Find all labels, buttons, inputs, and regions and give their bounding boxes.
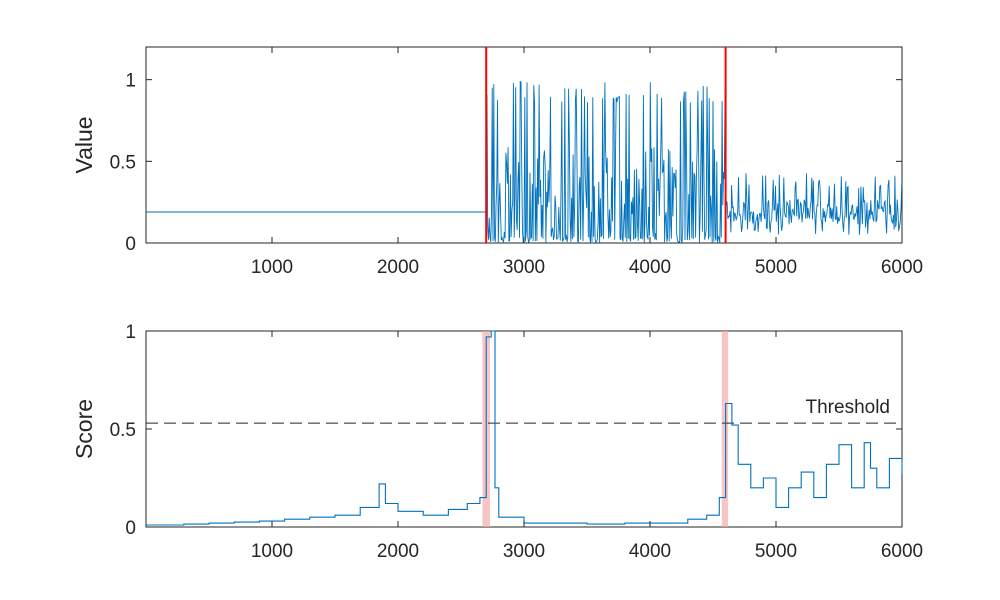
changepoint-highlight [721, 331, 729, 527]
score-series [146, 330, 903, 526]
value-y-ticks: 00.51 [110, 71, 902, 255]
score-x-tick-label: 2000 [377, 541, 419, 562]
value-y-tick-label: 0 [125, 234, 136, 255]
value-series-segment [485, 80, 726, 245]
score-x-tick-label: 6000 [881, 541, 923, 562]
score-y-tick-label: 1 [125, 322, 136, 343]
threshold-label: Threshold [806, 397, 891, 418]
score-x-tick-label: 5000 [755, 541, 797, 562]
score-x-ticks: 1000 2000 3000 4000 5000 6000 [251, 331, 923, 562]
value-x-ticks: 1000 2000 3000 4000 5000 6000 [251, 47, 923, 278]
value-x-tick-label: 3000 [503, 257, 545, 278]
score-y-axis-label: Score [71, 399, 97, 459]
value-panel: 1000 2000 3000 4000 5000 6000 00.51 Value [71, 46, 923, 278]
value-y-axis-label: Value [71, 116, 97, 173]
value-x-tick-label: 2000 [377, 257, 419, 278]
value-x-tick-label: 6000 [881, 257, 923, 278]
value-series [146, 80, 903, 245]
score-x-tick-label: 4000 [629, 541, 671, 562]
score-y-tick-label: 0.5 [110, 420, 136, 441]
score-y-ticks: 00.51 [110, 322, 902, 539]
score-x-tick-label: 1000 [251, 541, 293, 562]
score-x-tick-label: 3000 [503, 541, 545, 562]
value-y-tick-label: 1 [125, 71, 136, 92]
value-x-tick-label: 5000 [755, 257, 797, 278]
score-series-line [146, 330, 903, 526]
value-y-tick-label: 0.5 [110, 152, 136, 173]
value-series-segment [725, 173, 903, 235]
value-x-tick-label: 1000 [251, 257, 293, 278]
value-changepoints [485, 47, 727, 243]
score-panel: 1000 2000 3000 4000 5000 6000 00.51 Threshold… [71, 322, 923, 562]
score-y-tick-label: 0 [125, 518, 136, 539]
value-x-tick-label: 4000 [629, 257, 671, 278]
